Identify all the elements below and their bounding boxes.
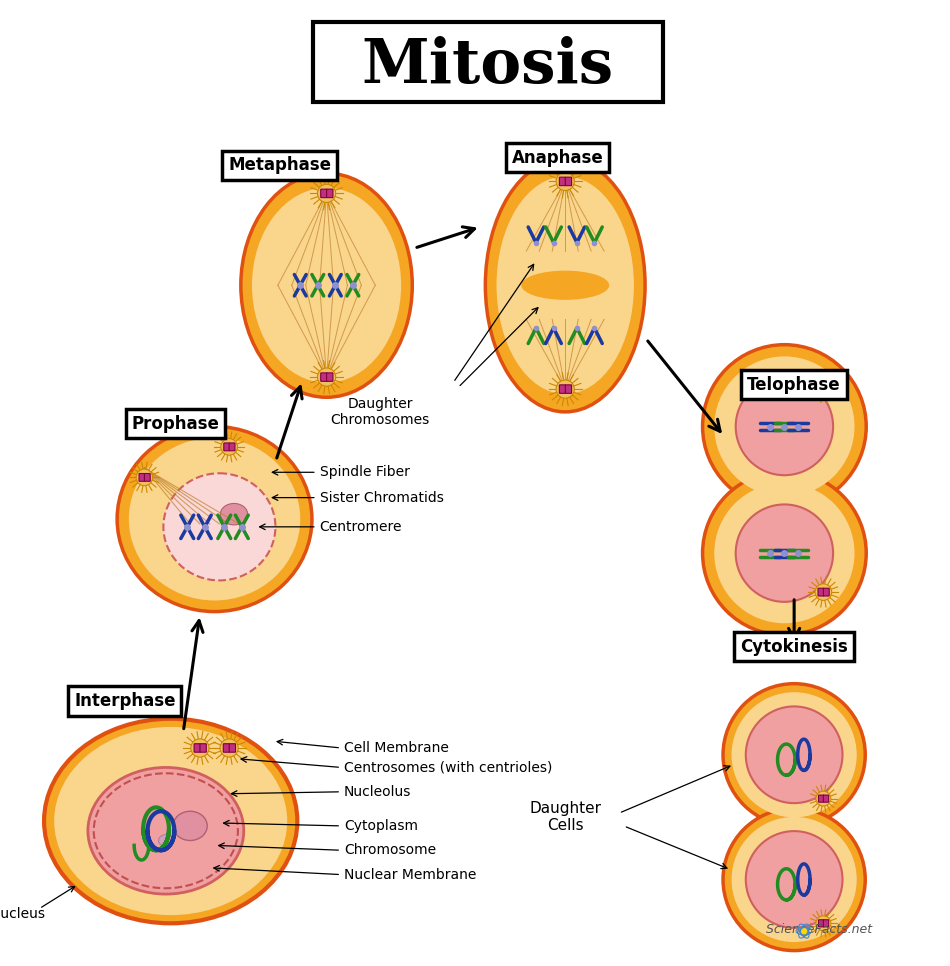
Ellipse shape	[241, 173, 412, 397]
Ellipse shape	[44, 719, 297, 923]
Circle shape	[815, 380, 831, 396]
FancyBboxPatch shape	[139, 473, 145, 481]
Circle shape	[220, 739, 238, 757]
Circle shape	[815, 583, 831, 601]
Text: Daughter
Chromosomes: Daughter Chromosomes	[331, 397, 429, 428]
FancyBboxPatch shape	[223, 744, 230, 753]
Circle shape	[732, 693, 857, 817]
FancyBboxPatch shape	[565, 177, 572, 185]
Ellipse shape	[173, 811, 207, 840]
FancyBboxPatch shape	[560, 177, 565, 185]
Ellipse shape	[220, 503, 248, 525]
Ellipse shape	[163, 473, 276, 581]
Circle shape	[714, 483, 855, 623]
FancyBboxPatch shape	[818, 588, 824, 596]
FancyBboxPatch shape	[818, 384, 824, 391]
FancyBboxPatch shape	[327, 373, 332, 382]
Text: ScienceFacts.net: ScienceFacts.net	[758, 923, 872, 936]
FancyBboxPatch shape	[824, 920, 828, 926]
FancyBboxPatch shape	[200, 744, 206, 753]
Text: Nucleus: Nucleus	[0, 906, 46, 921]
Text: Daughter
Cells: Daughter Cells	[529, 801, 601, 834]
Text: Nucleolus: Nucleolus	[344, 784, 411, 799]
Ellipse shape	[497, 177, 634, 394]
Ellipse shape	[88, 767, 244, 895]
Circle shape	[220, 439, 238, 455]
Circle shape	[317, 185, 335, 203]
Circle shape	[317, 368, 335, 386]
Circle shape	[723, 809, 865, 951]
Text: Centrosomes (with centrioles): Centrosomes (with centrioles)	[344, 760, 553, 775]
FancyBboxPatch shape	[321, 189, 327, 198]
Circle shape	[735, 378, 833, 475]
Text: Metaphase: Metaphase	[228, 156, 332, 175]
Circle shape	[556, 380, 575, 398]
Circle shape	[735, 504, 833, 602]
Ellipse shape	[54, 727, 287, 915]
Text: Cytoplasm: Cytoplasm	[344, 819, 418, 833]
FancyBboxPatch shape	[224, 443, 230, 451]
FancyBboxPatch shape	[565, 384, 572, 393]
FancyBboxPatch shape	[824, 795, 828, 802]
Text: Interphase: Interphase	[74, 693, 176, 710]
Circle shape	[732, 817, 857, 942]
Circle shape	[136, 469, 153, 486]
Circle shape	[714, 356, 855, 497]
Ellipse shape	[117, 427, 312, 611]
Circle shape	[816, 791, 831, 806]
Circle shape	[191, 739, 209, 757]
FancyBboxPatch shape	[824, 588, 829, 596]
Circle shape	[703, 471, 866, 635]
Ellipse shape	[159, 835, 173, 846]
Circle shape	[556, 172, 575, 190]
FancyBboxPatch shape	[144, 473, 150, 481]
FancyBboxPatch shape	[229, 744, 236, 753]
Ellipse shape	[252, 187, 401, 383]
Text: Prophase: Prophase	[132, 414, 219, 433]
FancyBboxPatch shape	[229, 443, 235, 451]
FancyBboxPatch shape	[819, 795, 824, 802]
Ellipse shape	[485, 158, 645, 412]
Ellipse shape	[129, 438, 300, 601]
Text: Cell Membrane: Cell Membrane	[344, 741, 449, 755]
FancyBboxPatch shape	[824, 384, 829, 391]
Circle shape	[746, 831, 843, 927]
FancyBboxPatch shape	[560, 384, 565, 393]
Text: Centromere: Centromere	[320, 520, 402, 534]
Text: Cytokinesis: Cytokinesis	[740, 638, 848, 656]
FancyBboxPatch shape	[194, 744, 200, 753]
Text: Nuclear Membrane: Nuclear Membrane	[344, 867, 477, 882]
FancyBboxPatch shape	[321, 373, 327, 382]
Text: Spindle Fiber: Spindle Fiber	[320, 466, 409, 479]
Circle shape	[816, 916, 831, 931]
FancyBboxPatch shape	[327, 189, 332, 198]
Circle shape	[703, 345, 866, 508]
Text: Anaphase: Anaphase	[511, 149, 603, 167]
Ellipse shape	[522, 270, 609, 299]
Text: Chromosome: Chromosome	[344, 843, 436, 857]
FancyBboxPatch shape	[313, 22, 663, 102]
Text: Mitosis: Mitosis	[361, 36, 614, 96]
Circle shape	[723, 684, 865, 826]
Text: Telophase: Telophase	[748, 376, 841, 393]
FancyBboxPatch shape	[819, 920, 824, 926]
Text: Sister Chromatids: Sister Chromatids	[320, 491, 444, 504]
Circle shape	[746, 706, 843, 803]
